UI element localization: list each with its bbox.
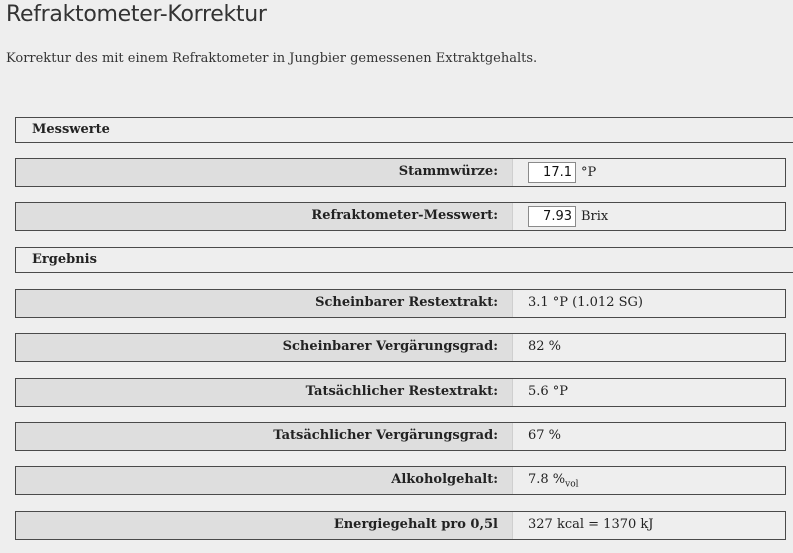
row-refractometer: Refraktometer-Messwert: Brix: [15, 202, 786, 231]
row-apparent-extract: Scheinbarer Restextrakt: 3.1 °P (1.012 S…: [15, 289, 786, 318]
refractometer-input[interactable]: [528, 206, 576, 227]
row-original-gravity: Stammwürze: °P: [15, 158, 786, 187]
alcohol-label: Alkoholgehalt:: [391, 472, 498, 487]
original-gravity-input-group: °P: [528, 162, 596, 183]
section-title: Messwerte: [32, 122, 110, 137]
section-header-measurements: Messwerte: [15, 117, 793, 143]
section-title: Ergebnis: [32, 252, 97, 267]
original-gravity-label: Stammwürze:: [398, 164, 498, 179]
real-extract-value: 5.6 °P: [528, 384, 569, 399]
row-alcohol: Alkoholgehalt: 7.8 %vol: [15, 466, 786, 495]
row-label-cell: Energiegehalt pro 0,5l: [16, 512, 513, 539]
row-label-cell: Refraktometer-Messwert:: [16, 203, 513, 230]
row-energy: Energiegehalt pro 0,5l 327 kcal = 1370 k…: [15, 511, 786, 540]
refractometer-input-group: Brix: [528, 206, 608, 227]
apparent-attenuation-value: 82 %: [528, 339, 562, 354]
row-apparent-attenuation: Scheinbarer Vergärungsgrad: 82 %: [15, 333, 786, 362]
refractometer-unit: Brix: [581, 209, 609, 224]
alcohol-unit-subscript: vol: [565, 479, 579, 490]
row-label-cell: Stammwürze:: [16, 159, 513, 186]
intro-text: Korrektur des mit einem Refraktometer in…: [6, 51, 538, 66]
row-label-cell: Scheinbarer Restextrakt:: [16, 290, 513, 317]
original-gravity-input[interactable]: [528, 162, 576, 183]
original-gravity-unit: °P: [581, 165, 597, 180]
energy-label: Energiegehalt pro 0,5l: [333, 517, 498, 532]
apparent-extract-label: Scheinbarer Restextrakt:: [315, 295, 498, 310]
row-label-cell: Scheinbarer Vergärungsgrad:: [16, 334, 513, 361]
row-real-extract: Tatsächlicher Restextrakt: 5.6 °P: [15, 378, 786, 407]
alcohol-value: 7.8 %: [528, 472, 566, 487]
refractometer-label: Refraktometer-Messwert:: [311, 208, 498, 223]
row-label-cell: Alkoholgehalt:: [16, 467, 513, 494]
page-title: Refraktometer-Korrektur: [6, 2, 267, 27]
real-extract-label: Tatsächlicher Restextrakt:: [305, 384, 498, 399]
apparent-extract-value: 3.1 °P (1.012 SG): [528, 295, 643, 310]
section-header-results: Ergebnis: [15, 247, 793, 273]
row-label-cell: Tatsächlicher Vergärungsgrad:: [16, 423, 513, 450]
row-label-cell: Tatsächlicher Restextrakt:: [16, 379, 513, 406]
alcohol-value-wrap: 7.8 %vol: [528, 472, 579, 490]
apparent-attenuation-label: Scheinbarer Vergärungsgrad:: [282, 339, 498, 354]
real-attenuation-value: 67 %: [528, 428, 562, 443]
row-real-attenuation: Tatsächlicher Vergärungsgrad: 67 %: [15, 422, 786, 451]
real-attenuation-label: Tatsächlicher Vergärungsgrad:: [273, 428, 498, 443]
energy-value: 327 kcal = 1370 kJ: [528, 517, 654, 532]
